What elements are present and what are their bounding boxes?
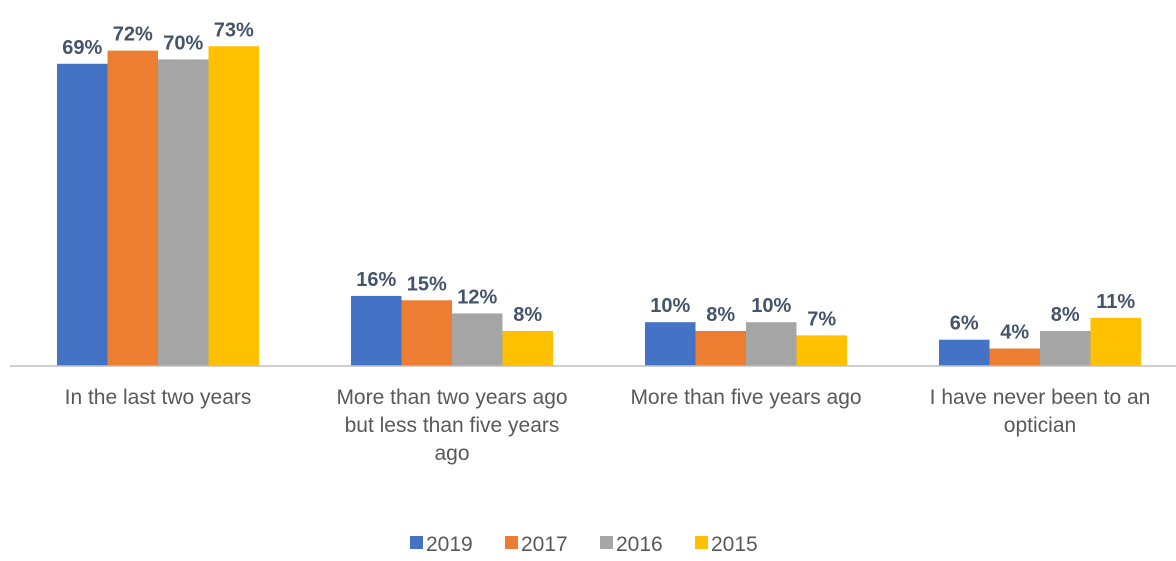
legend-swatch-2017: [505, 536, 518, 549]
data-label-2019-in-the-last-two-years: 69%: [62, 37, 102, 59]
data-label-2015-more-than-two-years-ago: 8%: [513, 304, 542, 326]
legend-swatch-2015: [695, 536, 708, 549]
category-label-more-than-five-years-ago: More than five years ago: [630, 386, 861, 409]
category-label-more-than-two-years-ago: More than two years ago but less than fiv…: [336, 386, 567, 465]
bar-2015-more-than-five-years-ago: [796, 335, 847, 366]
bar-2016-more-than-two-years-ago: [452, 313, 503, 366]
category-label-i-have-never-been-to-an: I have never been to an optician: [930, 386, 1151, 437]
legend: 2019 2017 2016 2015: [410, 533, 758, 556]
bar-2015-i-have-never-been-to-an: [1090, 317, 1141, 366]
category-label-in-the-last-two-years: In the last two years: [65, 386, 252, 409]
bar-2017-in-the-last-two-years: [107, 50, 158, 366]
bar-2019-more-than-five-years-ago: [645, 322, 696, 366]
legend-swatch-2019: [410, 536, 423, 549]
bar-2015-in-the-last-two-years: [208, 46, 259, 366]
data-label-2017-in-the-last-two-years: 72%: [113, 24, 153, 46]
data-label-2017-i-have-never-been-to-an: 4%: [1000, 321, 1029, 343]
legend-label-2015: 2015: [711, 533, 758, 556]
legend-swatch-2016: [600, 536, 613, 549]
data-label-2019-more-than-five-years-ago: 10%: [650, 295, 690, 317]
bar-2016-in-the-last-two-years: [158, 59, 209, 367]
legend-label-2019: 2019: [426, 533, 473, 556]
bar-2019-i-have-never-been-to-an: [939, 339, 990, 366]
bar-2019-in-the-last-two-years: [57, 63, 108, 366]
legend-label-2016: 2016: [616, 533, 663, 556]
bar-2017-i-have-never-been-to-an: [989, 348, 1040, 366]
category-labels-layer: In the last two years More than two years…: [65, 386, 1151, 465]
data-label-2019-more-than-two-years-ago: 16%: [356, 269, 396, 291]
bars-layer: [57, 46, 1141, 367]
data-label-2017-more-than-five-years-ago: 8%: [706, 304, 735, 326]
data-label-2016-more-than-five-years-ago: 10%: [751, 295, 791, 317]
bar-2016-i-have-never-been-to-an: [1040, 330, 1091, 366]
data-label-2015-in-the-last-two-years: 73%: [214, 19, 254, 41]
bar-2017-more-than-two-years-ago: [401, 300, 452, 366]
data-label-2019-i-have-never-been-to-an: 6%: [950, 313, 979, 335]
bar-2016-more-than-five-years-ago: [746, 322, 797, 366]
bar-2019-more-than-two-years-ago: [351, 295, 402, 366]
bar-2017-more-than-five-years-ago: [695, 330, 746, 366]
data-label-2016-i-have-never-been-to-an: 8%: [1051, 304, 1080, 326]
data-label-2015-more-than-five-years-ago: 7%: [807, 308, 836, 330]
data-label-2016-more-than-two-years-ago: 12%: [457, 286, 497, 308]
data-label-2016-in-the-last-two-years: 70%: [163, 32, 203, 54]
data-label-2015-i-have-never-been-to-an: 11%: [1096, 291, 1135, 313]
legend-label-2017: 2017: [521, 533, 568, 556]
data-labels-layer: 69% 72% 70% 73% 16% 15% 12% 8% 10% 8% 10% 7% 6% 4% 8% 1…: [62, 19, 1135, 343]
data-label-2017-more-than-two-years-ago: 15%: [407, 273, 447, 295]
bar-2015-more-than-two-years-ago: [502, 330, 553, 366]
